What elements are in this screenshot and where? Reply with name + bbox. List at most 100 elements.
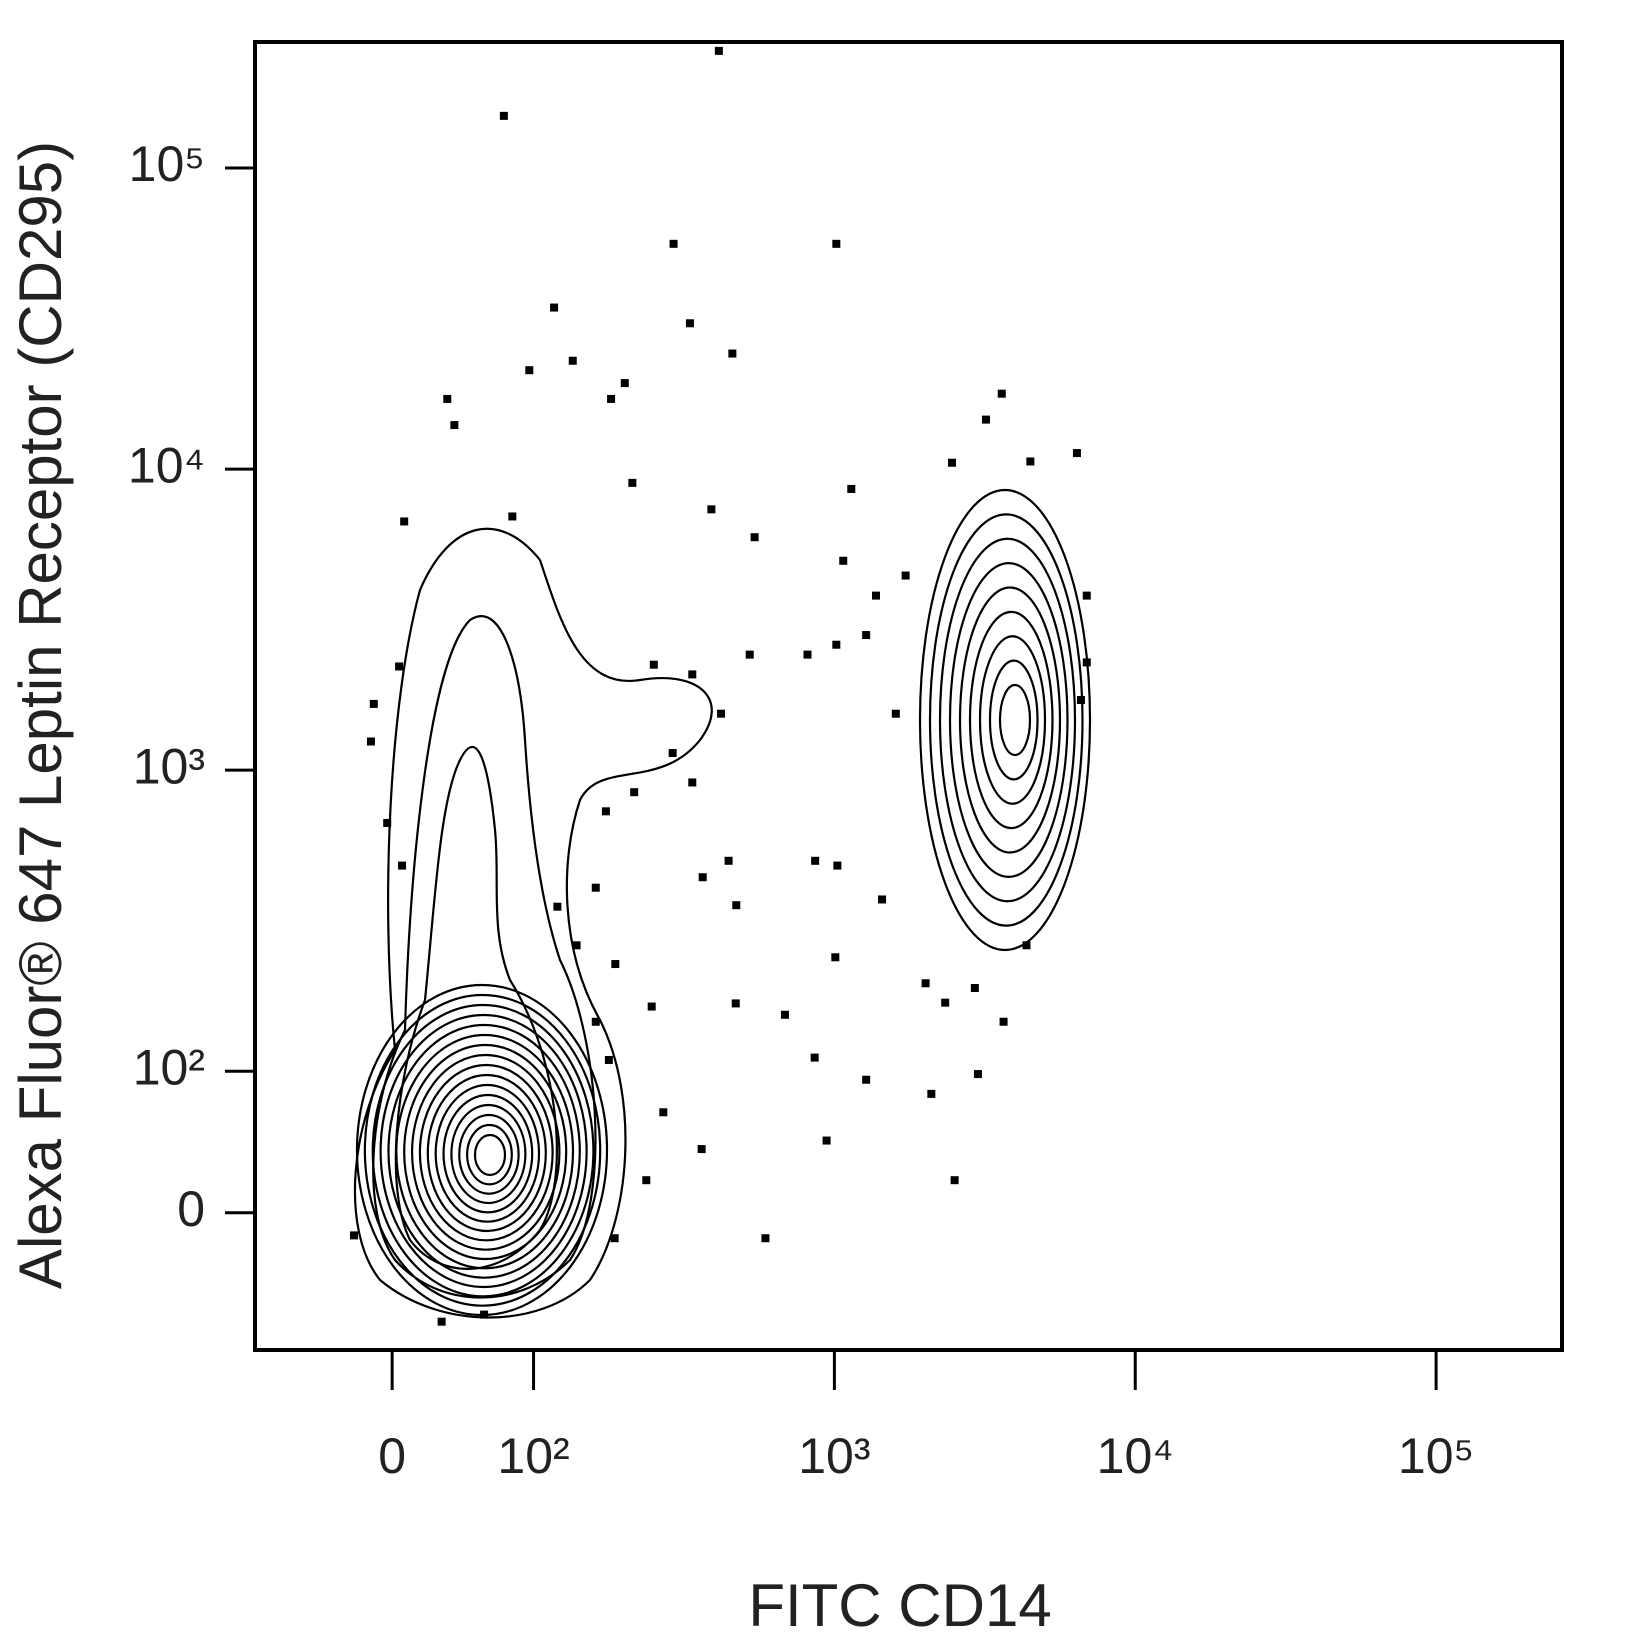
y-tick-label: 10³ (133, 738, 205, 794)
point (1076, 696, 1085, 705)
contour-ring (958, 586, 1062, 854)
point (921, 979, 930, 988)
point (811, 856, 820, 865)
point (572, 941, 581, 950)
point (568, 356, 577, 365)
contour-ring (442, 1093, 534, 1214)
point (724, 856, 733, 865)
contour-ring (473, 1133, 507, 1177)
contour-stalk (372, 615, 597, 1299)
contour-ring (418, 1063, 554, 1242)
point (999, 1017, 1008, 1026)
point (970, 983, 979, 992)
y-axis-title: Alexa Fluor® 647 Leptin Receptor (CD295) (7, 141, 74, 1289)
point (1072, 449, 1081, 458)
contour-ring (395, 1033, 575, 1270)
density-contours (353, 488, 1092, 1319)
point (366, 737, 375, 746)
contour-ring (379, 1013, 588, 1289)
point (803, 650, 812, 659)
contour-ring (968, 610, 1054, 830)
point (591, 883, 600, 892)
plot-frame (253, 40, 1564, 1352)
point (833, 861, 842, 870)
contour-ring (450, 1103, 527, 1205)
point (525, 366, 534, 375)
point (822, 1136, 831, 1145)
point (400, 517, 409, 526)
contour-ring (371, 1003, 595, 1298)
contour-ring (918, 488, 1092, 952)
point (437, 1317, 446, 1326)
point (620, 379, 629, 388)
point (607, 394, 616, 403)
point (628, 478, 637, 487)
point (697, 1145, 706, 1154)
contour-ring (434, 1083, 541, 1223)
point (591, 1017, 600, 1026)
point (601, 807, 610, 816)
point (443, 394, 452, 403)
point (630, 788, 639, 797)
y-tick-label: 10² (133, 1039, 205, 1095)
point (847, 484, 856, 493)
point (717, 709, 726, 718)
point (839, 556, 848, 565)
point (659, 1108, 668, 1117)
point (780, 1010, 789, 1019)
contour-ring (998, 683, 1032, 757)
x-tick-label: 10² (497, 1428, 569, 1484)
contour-ring (403, 1043, 568, 1261)
point (948, 458, 957, 467)
point (891, 709, 900, 718)
point (499, 111, 508, 120)
point (668, 749, 677, 758)
contour-ring (948, 562, 1069, 878)
point (745, 650, 754, 659)
point (872, 591, 881, 600)
point (688, 670, 697, 679)
x-tick-label: 0 (378, 1428, 406, 1484)
contour-stalk-inner (394, 745, 558, 1270)
point (878, 895, 887, 904)
point (973, 1070, 982, 1079)
point (901, 571, 910, 580)
point (550, 303, 559, 312)
contour-ring (978, 635, 1047, 805)
point (761, 1234, 770, 1243)
point (383, 818, 392, 827)
point (927, 1089, 936, 1098)
point (732, 901, 741, 910)
point (950, 1176, 959, 1185)
point (1026, 457, 1035, 466)
point (831, 953, 840, 962)
point (1082, 658, 1091, 667)
x-tick-label: 10³ (798, 1428, 870, 1484)
contour-ring (988, 659, 1039, 781)
point (642, 1176, 651, 1185)
point (731, 999, 740, 1008)
point (688, 778, 697, 787)
point (395, 662, 404, 671)
point (369, 699, 378, 708)
x-tick-label: 10⁵ (1398, 1428, 1474, 1484)
x-tick-label: 10⁴ (1097, 1428, 1174, 1484)
contour-ring (458, 1113, 520, 1195)
point (832, 640, 841, 649)
point (707, 505, 716, 514)
point (728, 349, 737, 358)
point (685, 319, 694, 328)
y-tick-label: 0 (177, 1181, 205, 1237)
point (1022, 941, 1031, 950)
point (604, 1055, 613, 1064)
contour-ring (410, 1053, 561, 1251)
x-axis-title: FITC CD14 (748, 1572, 1051, 1639)
contour-ring (387, 1023, 581, 1279)
point (647, 1002, 656, 1011)
point (981, 415, 990, 424)
point (610, 1234, 619, 1243)
point (862, 1075, 871, 1084)
point (832, 239, 841, 248)
contour-outer (353, 527, 713, 1319)
